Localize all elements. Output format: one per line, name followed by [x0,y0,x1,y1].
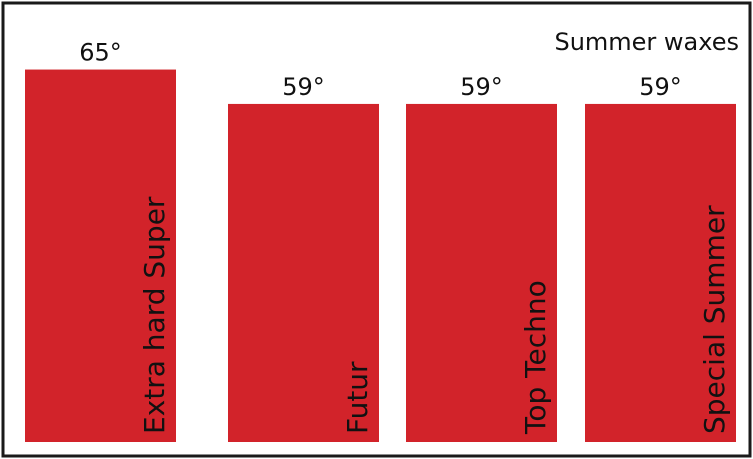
bar-category-label: Futur [341,361,374,434]
bar-value-label: 65° [79,39,122,67]
bar-value-label: 59° [460,73,503,101]
chart-title: Summer waxes [554,28,739,56]
bar-value-label: 59° [639,73,682,101]
bar [406,103,557,443]
bar-category-label: Special Summer [698,205,731,434]
bar-category-label: Extra hard Super [138,196,171,434]
bar-value-label: 59° [282,73,325,101]
bars-group: 65° Extra hard Super 59° Futur 59° Top Techno… [25,39,736,443]
bar [25,69,176,443]
bar-category-label: Top Techno [519,280,552,435]
bar [228,103,379,443]
bar [585,103,736,443]
